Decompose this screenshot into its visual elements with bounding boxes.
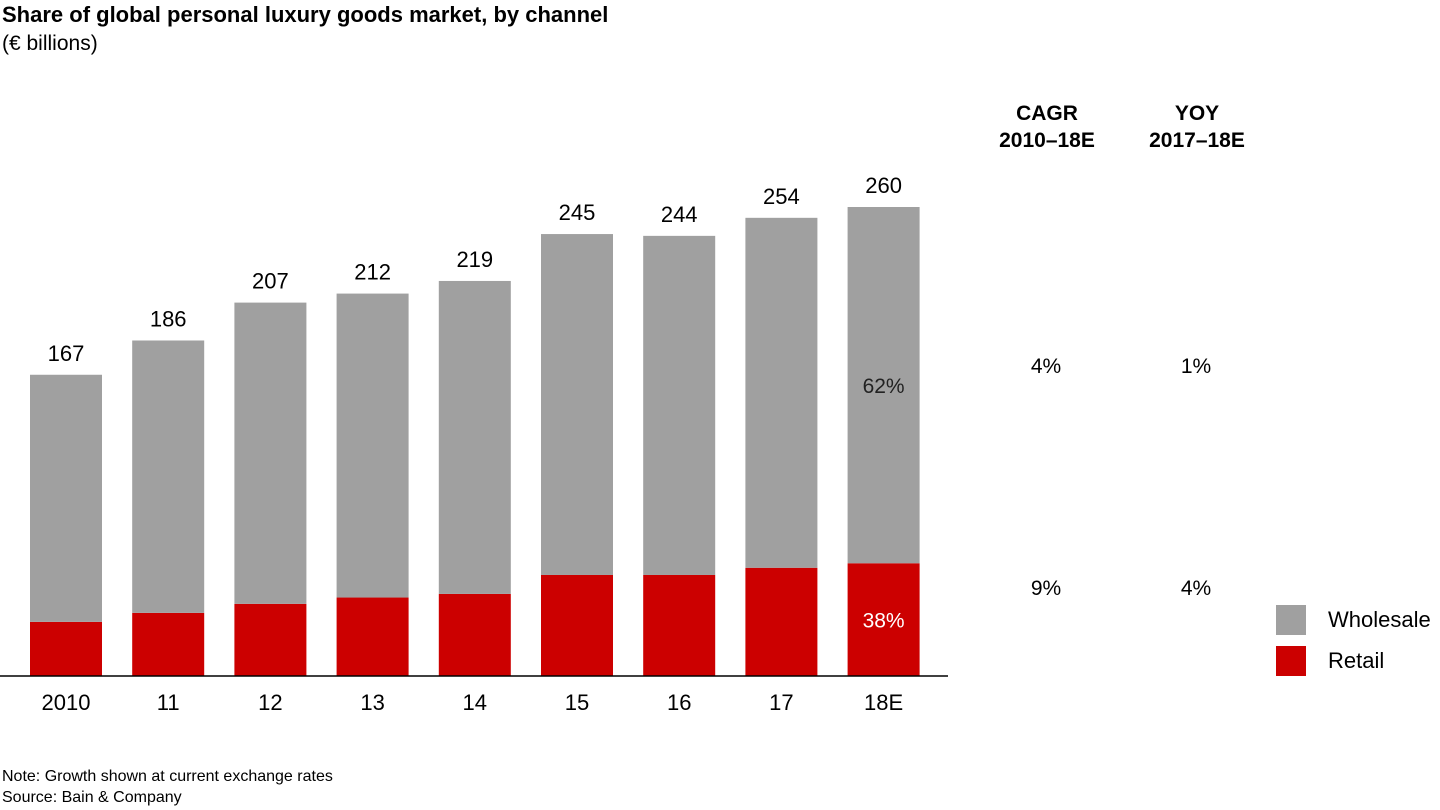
retail-cagr: 9% [1030,577,1062,600]
segment-label-retail-18e: 38% [863,610,905,633]
bar-segment-wholesale-12 [234,302,307,604]
bar-segment-wholesale-13 [336,293,409,598]
bar-segment-retail-11 [132,612,205,676]
x-tick-label-2010: 2010 [42,690,91,715]
chart-subtitle: (€ billions) [2,32,98,55]
legend-label-wholesale: Wholesale [1328,607,1431,632]
x-tick-label-16: 16 [667,690,691,715]
x-tick-label-11: 11 [157,690,180,715]
total-label-17: 254 [763,184,800,209]
segment-label-wholesale-18e: 62% [863,375,905,398]
bar-segment-retail-14 [438,593,511,676]
x-tick-label-12: 12 [258,690,282,715]
total-label-13: 212 [354,260,391,285]
yoy-header-line1: YOY [1174,102,1220,125]
bar-segment-wholesale-16 [643,235,716,575]
cagr-header: CAGR 2010–18E [962,100,1132,154]
total-label-11: 186 [150,306,187,331]
x-tick-label-15: 15 [565,690,589,715]
bar-segment-wholesale-18e [847,207,920,564]
bar-segment-retail-16 [643,574,716,676]
bar-segment-retail-13 [336,597,409,676]
stacked-bar-chart: 167 2010 186 11 207 12 212 13 219 14 245 15 244 16 254… [0,173,948,715]
legend-label-retail: Retail [1328,648,1385,673]
total-label-16: 244 [661,202,698,227]
total-label-18e: 260 [865,173,902,198]
x-tick-label-17: 17 [769,690,793,715]
bar-segment-retail-12 [234,603,307,676]
bar-segment-retail-18e [847,563,920,676]
legend-swatch-retail [1276,646,1306,676]
chart-title: Share of global personal luxury goods ma… [2,2,609,27]
legend-swatch-wholesale [1276,605,1306,635]
note-text: Note: Growth shown at current exchange r… [2,768,333,785]
x-tick-label-14: 14 [463,690,487,715]
footnotes: Note: Growth shown at current exchange r… [2,766,333,808]
bar-segment-retail-15 [541,574,613,676]
x-tick-label-18e: 18E [864,690,903,715]
bar-segment-retail-2010 [30,621,102,676]
bar-segment-wholesale-14 [438,280,511,594]
x-tick-label-13: 13 [360,690,384,715]
wholesale-yoy: 1% [1180,355,1212,378]
total-label-15: 245 [559,200,596,225]
retail-yoy: 4% [1180,577,1212,600]
cagr-header-line2: 2010–18E [999,129,1095,152]
total-label-14: 219 [456,247,493,272]
cagr-header-line1: CAGR [1016,102,1078,125]
wholesale-cagr: 4% [1030,355,1062,378]
source-text: Source: Bain & Company [2,789,182,806]
yoy-header-line2: 2017–18E [1149,129,1245,152]
total-label-2010: 167 [48,341,85,366]
bar-segment-wholesale-17 [745,217,818,568]
total-label-12: 207 [252,269,289,294]
bar-segment-wholesale-15 [541,234,613,575]
bar-segment-retail-17 [745,567,818,676]
bar-segment-wholesale-11 [132,340,205,613]
yoy-header: YOY 2017–18E [1112,100,1282,154]
bar-segment-wholesale-2010 [30,374,102,622]
